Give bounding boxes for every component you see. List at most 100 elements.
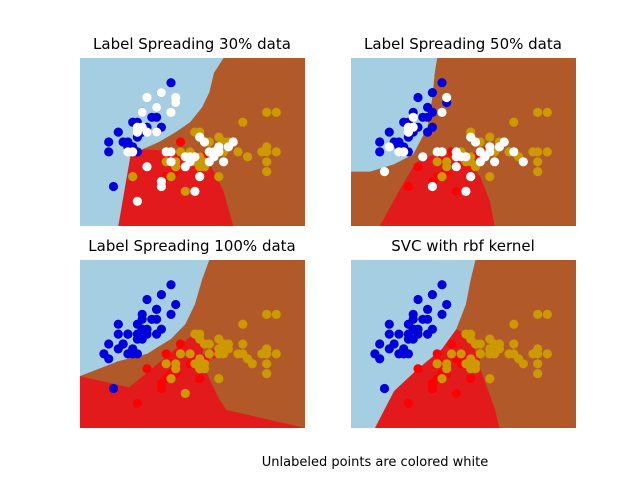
data-point-unlabeled (466, 172, 476, 182)
data-point-class-0 (108, 181, 119, 192)
data-point-class-0 (171, 299, 181, 310)
data-point-class-0 (427, 107, 437, 117)
data-point-class-1 (403, 398, 413, 408)
data-point-class-0 (442, 299, 452, 310)
data-point-class-2 (442, 364, 452, 374)
data-point-class-1 (466, 374, 476, 384)
data-point-class-0 (166, 309, 176, 319)
data-point-class-2 (518, 359, 528, 369)
data-point-class-2 (180, 186, 190, 196)
data-point-unlabeled (418, 152, 428, 162)
data-point-unlabeled (394, 147, 404, 157)
data-point-class-2 (262, 107, 272, 117)
data-point-class-2 (195, 359, 205, 369)
data-point-class-2 (214, 172, 224, 182)
data-point-unlabeled (461, 152, 471, 162)
data-point-class-2 (166, 374, 176, 384)
data-point-class-1 (413, 162, 423, 172)
data-point-class-1 (195, 374, 205, 384)
data-point-unlabeled (204, 147, 214, 157)
data-point-class-0 (113, 329, 123, 339)
data-point-class-0 (413, 294, 423, 305)
scatter-points (99, 280, 281, 408)
panel-title-2: Label Spreading 50% data (364, 35, 562, 53)
data-point-class-0 (427, 88, 437, 98)
data-point-unlabeled (166, 147, 176, 157)
data-point-class-0 (437, 280, 447, 290)
data-point-class-1 (142, 364, 152, 374)
data-point-class-2 (262, 344, 272, 354)
data-point-class-0 (375, 339, 385, 349)
data-point-unlabeled (490, 157, 500, 167)
data-point-unlabeled (190, 186, 200, 196)
data-point-class-1 (451, 388, 461, 398)
data-point-unlabeled (384, 142, 394, 152)
data-point-class-0 (437, 309, 447, 319)
data-point-class-0 (113, 127, 123, 137)
data-point-class-0 (418, 314, 428, 324)
data-point-class-2 (542, 107, 552, 117)
data-point-class-2 (214, 349, 224, 359)
data-point-class-0 (403, 349, 413, 359)
data-point-class-2 (470, 339, 481, 349)
data-point-class-2 (262, 309, 272, 319)
data-point-class-2 (533, 167, 543, 177)
data-point-unlabeled (152, 102, 162, 112)
data-point-class-2 (542, 147, 552, 157)
data-point-class-2 (166, 172, 176, 182)
data-point-class-0 (166, 78, 176, 88)
decision-regions (351, 260, 576, 428)
data-point-class-0 (394, 329, 404, 339)
data-point-class-1 (446, 339, 457, 349)
data-point-class-0 (147, 314, 157, 324)
data-point-class-0 (413, 92, 423, 103)
data-point-unlabeled (123, 147, 133, 157)
panel-label-spreading-30 (80, 58, 305, 226)
data-point-class-0 (156, 290, 166, 300)
data-point-class-0 (137, 314, 147, 324)
data-point-class-2 (533, 359, 543, 369)
data-point-class-2 (247, 359, 257, 369)
data-point-class-2 (533, 157, 543, 167)
data-point-class-2 (533, 147, 543, 157)
scatter-points (370, 280, 552, 408)
data-point-class-0 (423, 127, 433, 137)
data-point-class-2 (461, 329, 471, 339)
data-point-class-2 (485, 172, 495, 182)
data-point-class-0 (384, 344, 394, 354)
data-point-class-2 (446, 349, 457, 359)
data-point-class-2 (271, 349, 281, 359)
data-point-class-0 (418, 112, 428, 122)
data-point-unlabeled (379, 167, 390, 177)
data-point-class-0 (384, 127, 394, 137)
data-point-class-2 (262, 359, 272, 369)
data-point-class-2 (190, 329, 200, 339)
data-point-class-2 (533, 107, 543, 117)
data-point-class-2 (271, 107, 281, 117)
data-point-class-2 (171, 364, 181, 374)
data-point-unlabeled (171, 92, 181, 103)
data-point-class-2 (456, 349, 466, 359)
scatter-points (375, 78, 552, 196)
data-point-unlabeled (156, 176, 166, 187)
data-point-class-2 (185, 349, 195, 359)
data-point-class-2 (214, 374, 224, 384)
data-point-class-2 (262, 157, 272, 167)
data-point-class-0 (375, 147, 385, 157)
data-point-class-1 (451, 186, 461, 196)
data-point-class-2 (542, 349, 552, 359)
decision-regions (80, 58, 305, 226)
data-point-class-2 (437, 172, 447, 182)
data-point-class-1 (175, 137, 186, 147)
data-point-class-2 (542, 309, 552, 319)
data-point-class-2 (432, 157, 442, 167)
data-point-class-2 (509, 349, 519, 359)
data-point-class-0 (104, 339, 114, 349)
data-point-unlabeled (451, 147, 461, 157)
data-point-unlabeled (461, 186, 471, 196)
data-point-class-0 (123, 329, 133, 339)
data-point-class-2 (204, 349, 214, 359)
data-point-class-0 (113, 319, 123, 329)
data-point-class-2 (509, 339, 519, 349)
data-point-class-0 (403, 334, 413, 344)
